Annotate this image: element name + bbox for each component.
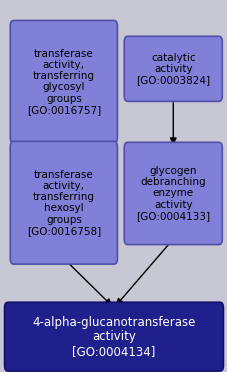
Text: 4-alpha-glucanotransferase
activity
[GO:0004134]: 4-alpha-glucanotransferase activity [GO:… xyxy=(32,316,195,357)
FancyBboxPatch shape xyxy=(5,302,222,371)
Text: catalytic
activity
[GO:0003824]: catalytic activity [GO:0003824] xyxy=(136,52,210,85)
FancyBboxPatch shape xyxy=(10,141,117,264)
FancyBboxPatch shape xyxy=(10,20,117,143)
Text: glycogen
debranching
enzyme
activity
[GO:0004133]: glycogen debranching enzyme activity [GO… xyxy=(136,166,210,221)
Text: transferase
activity,
transferring
hexosyl
groups
[GO:0016758]: transferase activity, transferring hexos… xyxy=(27,170,101,236)
FancyBboxPatch shape xyxy=(124,36,221,101)
FancyBboxPatch shape xyxy=(124,142,221,245)
Text: transferase
activity,
transferring
glycosyl
groups
[GO:0016757]: transferase activity, transferring glyco… xyxy=(27,49,101,115)
